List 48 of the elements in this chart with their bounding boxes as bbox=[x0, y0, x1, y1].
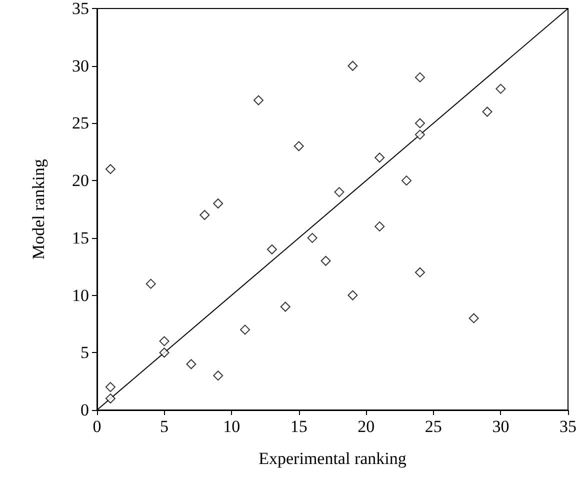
point bbox=[414, 130, 425, 140]
point bbox=[280, 302, 290, 312]
y-tick-label: 5 bbox=[80, 343, 89, 362]
x-tick-label: 20 bbox=[358, 417, 375, 436]
point bbox=[348, 290, 358, 300]
point bbox=[402, 176, 412, 186]
point bbox=[348, 60, 358, 71]
point bbox=[105, 394, 116, 404]
point bbox=[266, 244, 277, 254]
point bbox=[200, 210, 210, 220]
point bbox=[213, 370, 224, 381]
point bbox=[159, 348, 170, 358]
point bbox=[240, 324, 250, 335]
y-axis-title: Model ranking bbox=[29, 158, 48, 260]
point bbox=[253, 95, 264, 106]
point bbox=[320, 256, 331, 266]
point bbox=[374, 221, 385, 232]
point bbox=[414, 72, 425, 82]
y-tick-label: 25 bbox=[72, 114, 89, 133]
y-tick-label: 15 bbox=[72, 228, 89, 248]
point bbox=[159, 336, 170, 346]
y-tick-label: 0 bbox=[80, 400, 89, 420]
x-tick-label: 5 bbox=[160, 417, 169, 436]
x-tick-label: 30 bbox=[492, 417, 510, 436]
y-tick-label: 10 bbox=[72, 286, 89, 305]
point bbox=[496, 84, 506, 94]
x-tick-label: 15 bbox=[290, 417, 308, 436]
point bbox=[414, 118, 425, 128]
point bbox=[294, 141, 304, 152]
point bbox=[468, 313, 479, 324]
y-tick-label: 35 bbox=[72, 0, 89, 18]
point bbox=[213, 198, 224, 209]
x-axis-title: Experimental ranking bbox=[258, 449, 407, 468]
point bbox=[482, 106, 492, 117]
point bbox=[105, 164, 116, 174]
y-tick-label: 30 bbox=[72, 56, 89, 76]
x-tick-label: 35 bbox=[560, 417, 576, 436]
point bbox=[414, 267, 425, 278]
point bbox=[105, 382, 116, 392]
point bbox=[334, 187, 344, 198]
point bbox=[146, 278, 156, 289]
point bbox=[374, 152, 385, 163]
x-tick-label: 0 bbox=[92, 417, 102, 436]
y-tick-label: 20 bbox=[72, 171, 89, 190]
x-tick-label: 25 bbox=[424, 417, 442, 436]
x-tick-label: 10 bbox=[223, 417, 240, 436]
point bbox=[186, 359, 196, 370]
point bbox=[307, 232, 318, 243]
